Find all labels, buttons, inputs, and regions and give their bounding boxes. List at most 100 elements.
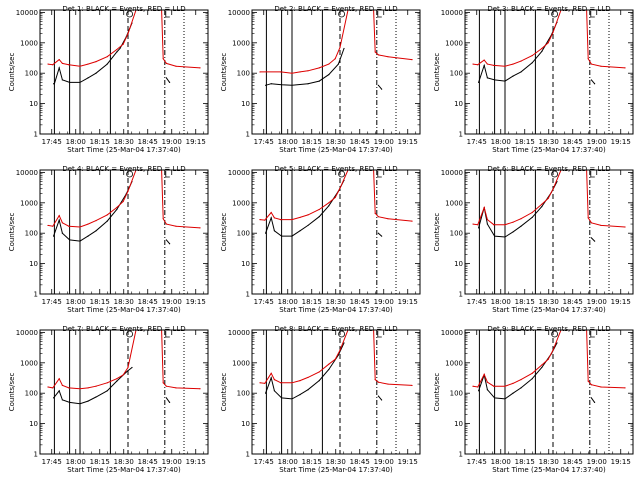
data-point [486, 223, 488, 225]
panel-det-9: 1 10 100 1000 10000 17:45 18:00 18:15 18:30 18:45… [433, 325, 634, 474]
data-point [299, 379, 301, 382]
panel-det-2: 1 10 100 1000 10000 17:45 18:00 18:15 18:30 18:45… [220, 5, 421, 154]
data-point [95, 219, 97, 222]
data-point [531, 62, 533, 64]
data-point [594, 401, 596, 403]
data-point [486, 63, 488, 65]
data-point [95, 61, 97, 63]
x-tick-label: 18:15 [302, 138, 322, 146]
data-point [318, 379, 320, 382]
series-lld [47, 10, 201, 69]
data-point [127, 190, 129, 192]
series-line [591, 79, 595, 85]
x-axis-title: Start Time (25-Mar-04 17:37:40) [492, 466, 606, 474]
data-point [281, 397, 283, 399]
x-tick-label: 19:15 [186, 298, 206, 306]
panel-det-6: 1 10 100 1000 10000 17:45 18:00 18:15 18:30 18:45… [433, 165, 634, 314]
plot-frame [464, 329, 634, 455]
panel-title: Det 2: BLACK = Events, RED = LLD [274, 5, 397, 13]
x-tick-label: 19:15 [611, 458, 631, 466]
data-point [541, 47, 543, 50]
data-point [280, 382, 282, 384]
data-point [328, 205, 330, 207]
data-point [199, 67, 201, 69]
data-point [291, 235, 293, 237]
data-point [280, 71, 282, 73]
data-point [374, 212, 376, 214]
data-point [273, 217, 275, 219]
x-tick-label: 18:30 [539, 138, 559, 146]
series-events [377, 84, 383, 90]
y-tick-label: 1000 [20, 39, 38, 47]
x-axis-title: Start Time (25-Mar-04 17:37:40) [279, 146, 393, 154]
series-events [590, 79, 596, 85]
data-point [273, 379, 275, 381]
x-tick-label: 17:45 [42, 138, 62, 146]
data-point [169, 81, 171, 83]
y-tick-label: 10000 [441, 329, 463, 337]
x-tick-label: 18:30 [326, 458, 346, 466]
data-point [125, 371, 127, 373]
y-tick-label: 10 [29, 260, 38, 268]
data-point [483, 206, 485, 209]
y-tick-label: 1 [459, 291, 463, 299]
panel-det-4: 1 10 100 1000 10000 17:45 18:00 18:15 18:30 18:45… [8, 165, 209, 314]
y-tick-label: 1000 [232, 199, 250, 207]
y-tick-label: 1000 [232, 39, 250, 47]
data-point [106, 382, 108, 384]
y-axis-title: Counts/sec [220, 213, 228, 252]
data-point [494, 397, 496, 399]
data-point [531, 372, 533, 374]
data-point [587, 217, 589, 219]
data-point [531, 211, 533, 214]
data-point [624, 226, 626, 228]
data-point [531, 216, 533, 219]
series-line [265, 48, 345, 86]
panel-title: Det 9: BLACK = Events, RED = LLD [487, 325, 610, 333]
data-point [478, 227, 480, 229]
y-tick-label: 1000 [445, 359, 463, 367]
series-events [478, 180, 558, 238]
x-tick-label: 18:30 [326, 138, 346, 146]
data-point [504, 65, 506, 67]
data-point [47, 224, 49, 227]
x-tick-label: 18:15 [515, 298, 535, 306]
y-tick-label: 10000 [441, 169, 463, 177]
data-point [541, 366, 543, 369]
data-point [291, 382, 293, 384]
series-events [53, 22, 133, 85]
data-point [116, 51, 118, 53]
data-point [116, 206, 118, 209]
series-line [165, 77, 171, 83]
data-point [307, 376, 309, 379]
y-tick-label: 1 [34, 131, 38, 139]
data-point [68, 225, 70, 227]
data-point [162, 382, 164, 384]
panel-title: Det 5: BLACK = Events, RED = LLD [274, 165, 397, 173]
data-point [512, 63, 514, 65]
data-point [339, 349, 341, 351]
data-point [381, 88, 383, 90]
data-point [381, 235, 383, 237]
series-events [590, 237, 596, 242]
panel-det-7: 1 10 100 1000 10000 17:45 18:00 18:15 18:30 18:45… [8, 325, 209, 474]
series-line [472, 330, 626, 389]
data-point [307, 389, 309, 391]
data-point [472, 385, 474, 387]
data-point [61, 384, 64, 387]
data-point [106, 63, 108, 65]
data-point [52, 387, 54, 389]
data-point [61, 399, 64, 401]
y-tick-label: 1000 [20, 199, 38, 207]
series-lld [47, 170, 201, 229]
y-tick-label: 10 [241, 100, 250, 108]
series-events [165, 77, 171, 83]
data-point [307, 224, 309, 227]
data-point [87, 235, 89, 237]
data-point [411, 220, 413, 222]
series-lld [259, 170, 413, 222]
data-point [494, 235, 496, 237]
data-point [122, 200, 124, 203]
data-point [291, 219, 293, 221]
data-point [387, 56, 389, 58]
